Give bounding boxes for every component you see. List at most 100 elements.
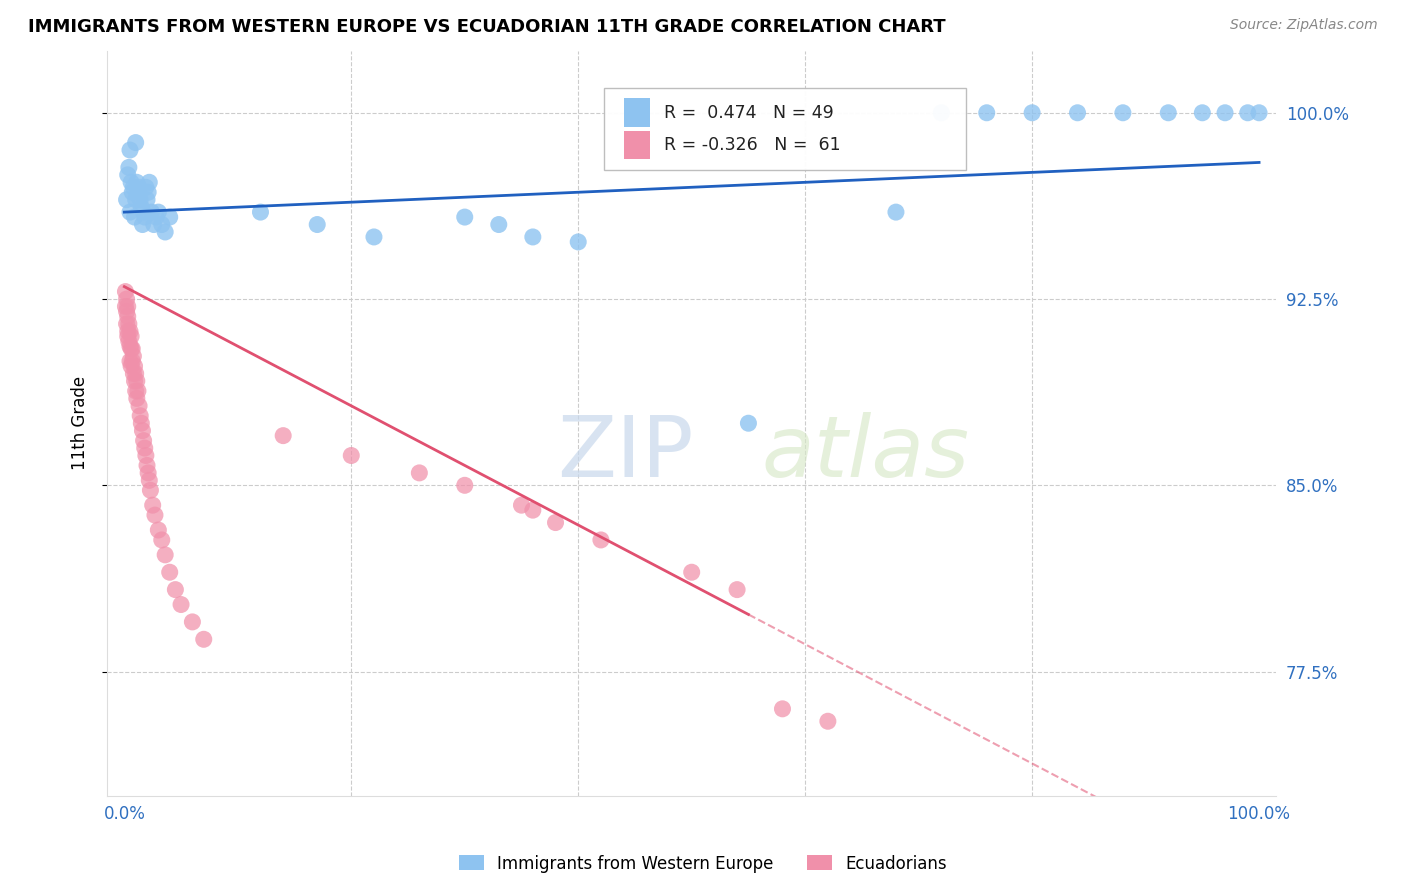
Point xyxy=(159,210,181,224)
Point xyxy=(131,416,153,430)
Point xyxy=(153,548,176,562)
Point xyxy=(145,210,167,224)
Point xyxy=(124,359,146,373)
Point xyxy=(772,702,794,716)
Point xyxy=(129,409,152,423)
Point xyxy=(114,300,136,314)
Point xyxy=(118,324,141,338)
Point xyxy=(125,374,148,388)
Point xyxy=(1213,105,1236,120)
Point xyxy=(121,186,143,200)
Point xyxy=(138,175,160,189)
Point xyxy=(132,434,155,448)
Point xyxy=(124,136,146,150)
Text: R =  0.474   N = 49: R = 0.474 N = 49 xyxy=(664,103,834,121)
Point xyxy=(181,615,204,629)
Point xyxy=(408,466,430,480)
Point xyxy=(124,384,146,398)
Point xyxy=(148,523,170,537)
Point xyxy=(122,180,145,194)
Point xyxy=(139,483,162,498)
Point xyxy=(135,449,157,463)
Point xyxy=(136,186,159,200)
Point xyxy=(122,349,145,363)
Point xyxy=(737,416,759,430)
Point xyxy=(118,317,141,331)
Point xyxy=(567,235,589,249)
Point xyxy=(118,205,141,219)
Point xyxy=(1249,105,1271,120)
Point xyxy=(127,186,149,200)
Point xyxy=(522,503,544,517)
Point xyxy=(115,317,138,331)
Text: IMMIGRANTS FROM WESTERN EUROPE VS ECUADORIAN 11TH GRADE CORRELATION CHART: IMMIGRANTS FROM WESTERN EUROPE VS ECUADO… xyxy=(28,18,946,36)
Point xyxy=(976,105,998,120)
Point xyxy=(120,359,142,373)
Point xyxy=(117,168,139,182)
Point xyxy=(544,516,567,530)
Point xyxy=(118,143,141,157)
Legend: Immigrants from Western Europe, Ecuadorians: Immigrants from Western Europe, Ecuadori… xyxy=(453,848,953,880)
Point xyxy=(132,205,155,219)
Point xyxy=(120,175,142,189)
Point xyxy=(454,478,477,492)
Point xyxy=(134,441,156,455)
Point xyxy=(141,205,163,219)
Point xyxy=(124,367,146,381)
Point xyxy=(271,428,294,442)
Point xyxy=(115,292,138,306)
Point xyxy=(136,458,159,473)
Point xyxy=(340,449,363,463)
Point xyxy=(115,193,138,207)
Point xyxy=(159,566,181,580)
Point xyxy=(510,498,533,512)
Point xyxy=(138,473,160,487)
Point xyxy=(931,105,953,120)
Point xyxy=(363,230,385,244)
Point xyxy=(589,533,612,547)
Point xyxy=(1021,105,1043,120)
Point xyxy=(522,230,544,244)
Point xyxy=(131,424,153,438)
Point xyxy=(125,175,148,189)
Point xyxy=(122,367,145,381)
Point xyxy=(817,714,839,729)
Point xyxy=(136,466,159,480)
Point xyxy=(124,210,146,224)
Point xyxy=(114,285,136,299)
Y-axis label: 11th Grade: 11th Grade xyxy=(72,376,89,470)
Point xyxy=(117,300,139,314)
Point xyxy=(128,180,150,194)
Point xyxy=(125,392,148,406)
Point xyxy=(153,225,176,239)
Point xyxy=(118,161,141,175)
Point xyxy=(193,632,215,647)
Point xyxy=(115,304,138,318)
Point xyxy=(307,218,329,232)
Point xyxy=(124,374,146,388)
Point xyxy=(884,205,907,219)
Point xyxy=(725,582,748,597)
Point xyxy=(136,193,159,207)
Point xyxy=(127,384,149,398)
Point xyxy=(120,342,142,356)
Point xyxy=(120,329,142,343)
Point xyxy=(118,334,141,349)
Point xyxy=(1066,105,1088,120)
Point xyxy=(117,324,139,338)
Point xyxy=(142,218,165,232)
Point xyxy=(131,200,153,214)
Bar xyxy=(624,98,650,127)
Point xyxy=(135,180,157,194)
Point xyxy=(170,598,193,612)
Point xyxy=(129,193,152,207)
Point xyxy=(165,582,187,597)
Point xyxy=(143,508,166,522)
Bar xyxy=(624,131,650,160)
Point xyxy=(1157,105,1180,120)
Point xyxy=(681,566,703,580)
Point xyxy=(454,210,477,224)
Point xyxy=(249,205,271,219)
Point xyxy=(128,399,150,413)
Point xyxy=(1191,105,1213,120)
